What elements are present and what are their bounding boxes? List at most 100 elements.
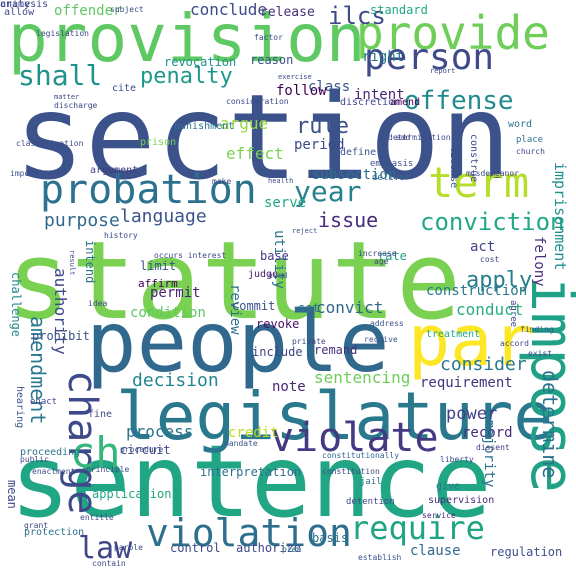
- word: section: [14, 68, 512, 206]
- word: issue: [318, 208, 379, 232]
- word: revocation: [164, 55, 237, 69]
- word: jail: [360, 477, 382, 487]
- word: need: [268, 271, 288, 280]
- word: dissent: [476, 443, 510, 452]
- word: intend: [83, 240, 97, 284]
- word: cost: [480, 255, 500, 264]
- word: mean: [5, 480, 19, 509]
- word: prison: [140, 137, 177, 148]
- word: treatment: [426, 329, 481, 340]
- word: procedure: [120, 445, 164, 454]
- word: report: [430, 67, 456, 75]
- word: subsection: [312, 167, 397, 183]
- word: reject: [292, 227, 318, 235]
- word: intent: [354, 87, 405, 103]
- word: require: [350, 509, 485, 547]
- word: commit: [232, 299, 276, 313]
- word: proceeding: [20, 447, 81, 458]
- word: word: [508, 119, 533, 130]
- word: accord: [500, 339, 529, 348]
- word: interpretation: [200, 465, 302, 479]
- word: right: [362, 49, 405, 65]
- word: follow: [276, 83, 327, 99]
- word: statute: [6, 219, 462, 344]
- word: majority: [481, 420, 497, 488]
- word: application: [92, 487, 172, 501]
- word: release: [260, 5, 315, 20]
- word: revoke: [256, 317, 300, 331]
- word: apply: [466, 268, 533, 293]
- word: include: [252, 345, 303, 359]
- word: regulation: [490, 545, 563, 559]
- word: consideration: [226, 97, 289, 106]
- word: place: [516, 135, 544, 145]
- word: address: [370, 319, 404, 328]
- word: sentencing: [314, 368, 411, 387]
- word: offender: [54, 3, 122, 19]
- word: plea: [282, 545, 302, 554]
- word: provide: [356, 6, 550, 60]
- word: enact: [30, 397, 58, 407]
- word: prohibit: [32, 329, 90, 343]
- word: legislation: [36, 29, 89, 38]
- word: argument: [90, 165, 139, 176]
- word: receive: [364, 335, 398, 344]
- word: factor: [254, 33, 283, 42]
- word: par: [408, 300, 535, 382]
- word: rate: [378, 249, 407, 263]
- word: increase: [358, 249, 397, 258]
- word: mandate: [224, 439, 258, 448]
- word: discharge: [54, 101, 98, 110]
- word: principle: [86, 465, 130, 474]
- word: control: [170, 541, 221, 555]
- word: service: [422, 511, 456, 520]
- word: analysis: [0, 0, 49, 10]
- word: private: [292, 337, 326, 346]
- word: law: [78, 531, 133, 566]
- word: provision: [8, 0, 366, 77]
- word: idea: [88, 299, 108, 308]
- word: conviction: [420, 208, 565, 236]
- word: consider: [440, 354, 527, 375]
- word: parole: [114, 543, 143, 552]
- word: authorize: [236, 541, 302, 555]
- word: crime: [0, 0, 31, 10]
- word: ilcs: [328, 2, 386, 30]
- word: term: [428, 158, 530, 207]
- word: give: [436, 481, 461, 492]
- word: health: [268, 177, 294, 185]
- word: discretion: [340, 97, 401, 108]
- word: credit: [228, 425, 279, 441]
- word: deliver: [372, 173, 410, 183]
- word: fine: [88, 409, 113, 420]
- word: circuit: [120, 443, 171, 457]
- word: ch: [70, 428, 121, 477]
- word: argue: [220, 114, 269, 133]
- word: constitutionally: [322, 451, 400, 460]
- word: liberty: [440, 455, 474, 464]
- word: requirement: [420, 375, 513, 391]
- word: probation: [40, 167, 257, 213]
- word: rule: [296, 114, 349, 139]
- word: affirm: [138, 277, 178, 290]
- word: period: [294, 137, 345, 153]
- word: hearing: [14, 386, 25, 429]
- word: age: [374, 257, 389, 266]
- word: decision: [132, 370, 219, 391]
- word: detention: [346, 497, 395, 507]
- word: entitle: [80, 513, 114, 522]
- word: base: [260, 249, 289, 263]
- word: establish: [358, 553, 402, 562]
- word: result: [68, 250, 76, 276]
- word: legislature: [116, 378, 554, 455]
- word: standard: [370, 3, 428, 17]
- word: conduct: [456, 300, 524, 319]
- word: enactment: [32, 467, 76, 476]
- word: sentence: [10, 423, 492, 540]
- word: basis: [312, 531, 349, 545]
- word: conclude: [190, 0, 268, 19]
- word: power: [446, 404, 498, 424]
- word: condition: [130, 305, 206, 321]
- word: subject: [110, 5, 144, 14]
